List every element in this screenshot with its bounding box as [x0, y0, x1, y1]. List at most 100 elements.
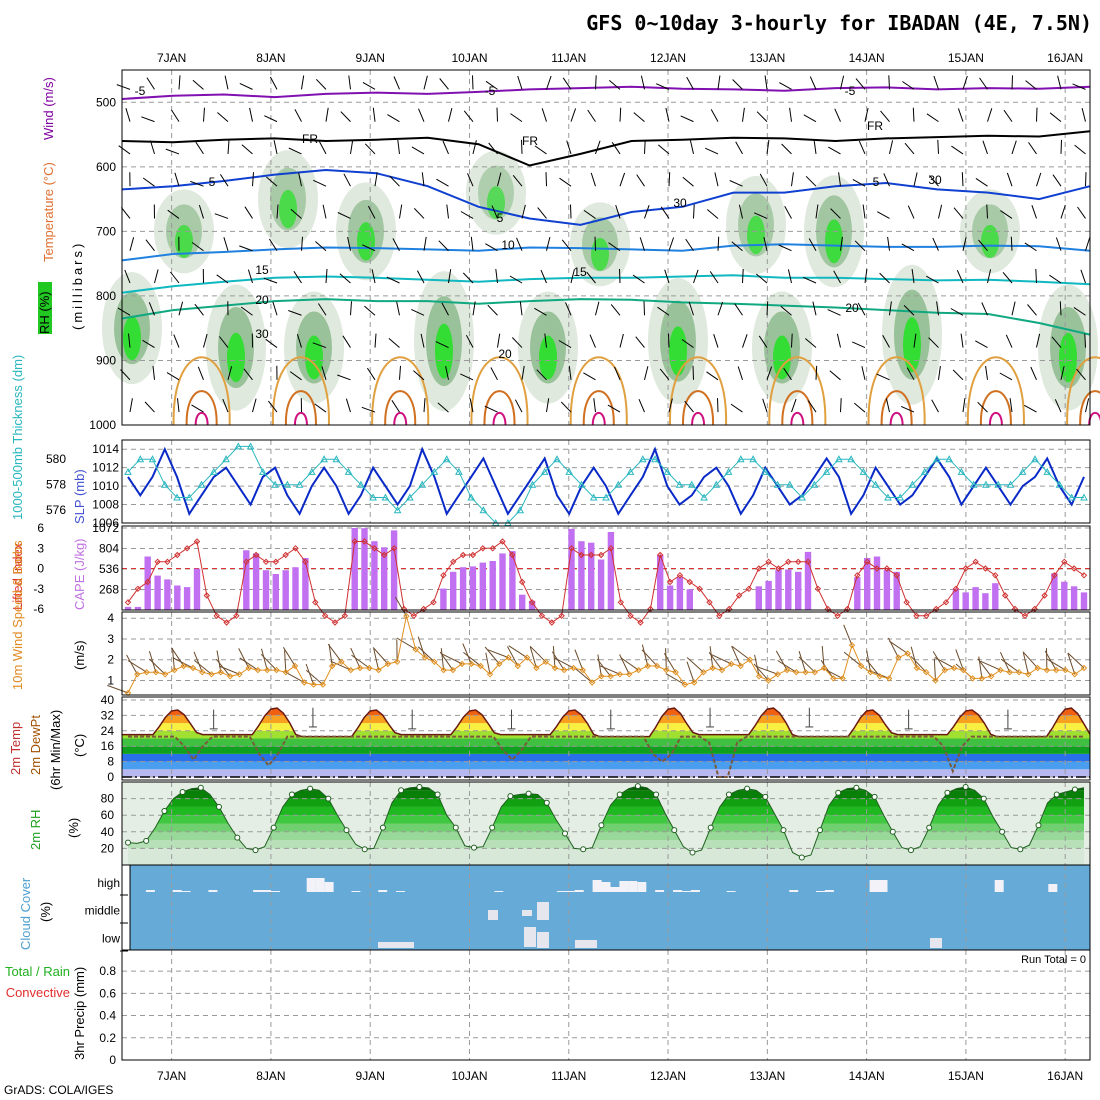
wind-barb-10m	[238, 648, 250, 669]
top-date-label: 14JAN	[849, 51, 885, 65]
rh-marker	[125, 839, 131, 846]
wind-barb	[559, 177, 572, 187]
cape-bar	[873, 556, 881, 610]
cape-bar	[361, 528, 368, 610]
wind-barb	[343, 173, 351, 187]
wind-barb	[977, 401, 988, 413]
wind-speed-marker	[533, 664, 540, 672]
thickness-marker	[810, 480, 819, 488]
li-marker	[824, 605, 832, 613]
wind-barb	[219, 336, 229, 348]
wind-speed-marker	[941, 666, 949, 674]
wind-barb	[301, 236, 303, 251]
rh-marker	[671, 827, 678, 834]
wind-barb	[268, 400, 278, 413]
cape-bar	[282, 570, 289, 610]
wind-barb	[536, 369, 547, 381]
rh-title: 2m RH	[28, 810, 43, 850]
li-marker	[302, 558, 309, 566]
wind-barb	[472, 301, 476, 316]
wind-barb	[491, 205, 498, 219]
wind-barb	[1024, 404, 1037, 413]
thickness-marker	[908, 480, 917, 488]
wind-speed-marker	[496, 660, 503, 668]
wind-barb	[975, 177, 988, 187]
rh-band	[128, 815, 1084, 824]
li-marker	[144, 578, 151, 586]
wind-barb-10m	[330, 660, 351, 671]
wind-barb-10m	[417, 646, 435, 663]
temp-contour-15	[121, 274, 1091, 294]
wind-barb-10m	[933, 658, 936, 681]
rh-marker	[762, 793, 769, 800]
wind-barb	[978, 239, 988, 252]
wind-barb	[570, 269, 575, 284]
wind-barb	[738, 204, 743, 219]
wind-barb	[217, 112, 229, 123]
wind-speed-marker	[755, 673, 763, 680]
cape-tick-label: 268	[99, 583, 119, 597]
panel-frame-th	[121, 439, 1091, 524]
surface-temp-contour-35	[889, 411, 904, 426]
temp-contour-FR	[121, 130, 1091, 167]
cape-bar	[371, 541, 378, 610]
wind-barb-10m	[709, 646, 714, 669]
wind-barb	[1077, 206, 1086, 219]
wind-speed-marker	[1034, 664, 1041, 672]
wind-speed-marker	[1015, 668, 1023, 676]
wind-barb	[411, 146, 425, 155]
wind-barb	[840, 398, 842, 413]
cloud-high-bar	[628, 881, 638, 892]
li-marker	[558, 612, 565, 620]
rh-marker	[179, 789, 186, 795]
wind-barb	[802, 276, 817, 284]
wind-barb	[632, 274, 645, 284]
thickness-marker	[638, 455, 647, 463]
rh-marker	[835, 789, 842, 796]
wind-barb	[560, 401, 572, 413]
surface-temp-contour-35	[393, 411, 408, 426]
wind-speed-marker	[1025, 671, 1032, 678]
wind-barb	[263, 277, 278, 284]
wind-barb	[521, 365, 525, 380]
wind-barb-10m	[866, 650, 872, 673]
cape-bar	[174, 585, 181, 610]
wind-barb	[249, 107, 253, 122]
cape-bar	[578, 541, 585, 610]
cape-bar	[607, 532, 615, 610]
wind-barb	[342, 335, 351, 348]
wind-speed-marker	[319, 681, 327, 688]
wind-barb	[321, 366, 327, 380]
surface-temp-contour	[867, 356, 926, 426]
rh-marker	[853, 784, 860, 791]
rh-marker	[525, 790, 532, 797]
contour-label: 5	[873, 175, 880, 189]
li-marker	[351, 538, 358, 545]
thickness-marker	[528, 480, 537, 488]
wind-barb-10m	[955, 649, 964, 671]
wind-barb	[864, 269, 868, 284]
thickness-marker	[185, 493, 194, 501]
wind-barb	[192, 79, 204, 90]
wind-speed-marker	[291, 662, 299, 670]
wind-speed-marker	[737, 662, 744, 670]
rh-marker	[871, 793, 878, 800]
wind-speed-marker	[672, 668, 679, 676]
wind-speed-marker	[895, 654, 902, 661]
wind-barb	[1085, 172, 1087, 187]
wind-speed-marker	[347, 666, 355, 674]
cape-bar	[1061, 581, 1068, 610]
dewpoint-line	[128, 735, 1084, 778]
li-marker	[923, 612, 930, 620]
wind-barb	[803, 114, 817, 123]
wind-barb	[361, 406, 376, 413]
wind-barb	[668, 237, 675, 251]
wind-barb	[734, 303, 743, 316]
temp-axis-titles: 2m Temp 2m DewPt (6hr Min/Max) (°C)	[8, 710, 87, 790]
panel-frame-temp	[121, 696, 1091, 781]
cloud-high-bar	[824, 890, 834, 892]
li-marker	[449, 558, 457, 566]
thickness-marker	[1006, 480, 1015, 488]
li-marker	[972, 558, 979, 566]
